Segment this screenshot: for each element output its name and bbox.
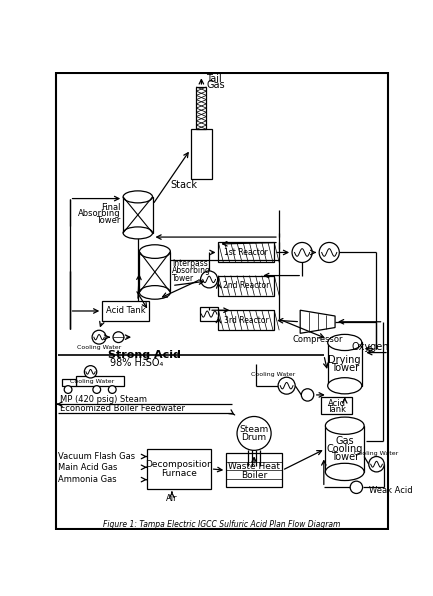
Text: Tower: Tower [331, 452, 359, 461]
Text: Waste Heat: Waste Heat [228, 462, 280, 471]
Circle shape [292, 243, 312, 262]
Text: Tail: Tail [206, 74, 222, 84]
Text: Acid: Acid [328, 399, 346, 408]
Bar [200, 307, 218, 321]
Bar [321, 397, 352, 414]
Text: Tower: Tower [172, 274, 194, 283]
Ellipse shape [328, 378, 362, 394]
Circle shape [84, 366, 97, 378]
Text: Drum: Drum [242, 433, 267, 442]
Bar [218, 243, 274, 262]
Text: 1st Reactor: 1st Reactor [224, 248, 268, 257]
Text: Final: Final [101, 203, 121, 212]
Bar [226, 454, 282, 488]
Circle shape [200, 271, 218, 288]
Polygon shape [300, 311, 335, 333]
Ellipse shape [328, 334, 362, 350]
Text: Gas: Gas [336, 436, 354, 446]
Text: Boiler: Boiler [241, 470, 267, 480]
Bar [139, 252, 170, 293]
Text: Steam: Steam [239, 425, 269, 434]
Text: 2nd Reactor: 2nd Reactor [223, 281, 269, 290]
Bar [325, 426, 364, 472]
Text: MP (420 psig) Steam: MP (420 psig) Steam [60, 395, 147, 404]
Circle shape [237, 417, 271, 451]
Ellipse shape [139, 285, 170, 299]
Ellipse shape [325, 417, 364, 434]
Text: Figure 1: Tampa Electric IGCC Sulfuric Acid Plan Flow Diagram: Figure 1: Tampa Electric IGCC Sulfuric A… [103, 520, 340, 529]
Text: Ammonia Gas: Ammonia Gas [58, 475, 116, 484]
Text: Air: Air [166, 493, 178, 502]
Bar [147, 449, 211, 489]
Text: Decomposition: Decomposition [145, 461, 213, 470]
Text: Cooling: Cooling [326, 444, 363, 454]
Ellipse shape [123, 191, 152, 203]
Circle shape [369, 457, 384, 472]
Text: Cooling Water: Cooling Water [77, 344, 121, 350]
Text: Compressor: Compressor [292, 335, 343, 344]
Bar [76, 375, 124, 386]
Bar [196, 87, 207, 129]
Text: Main Acid Gas: Main Acid Gas [58, 463, 117, 472]
Circle shape [108, 386, 116, 393]
Text: Furnace: Furnace [161, 469, 197, 478]
Circle shape [93, 386, 100, 393]
Circle shape [92, 330, 106, 344]
Bar [62, 378, 76, 386]
Text: Stack: Stack [171, 181, 198, 191]
Bar [123, 197, 152, 233]
Bar [218, 311, 274, 330]
Circle shape [278, 377, 295, 394]
Text: Cooling Water: Cooling Water [251, 372, 295, 377]
Text: Vacuum Flash Gas: Vacuum Flash Gas [58, 452, 135, 461]
Text: Cooling Water: Cooling Water [70, 378, 114, 384]
Text: Tank: Tank [327, 405, 346, 414]
Circle shape [319, 243, 339, 262]
Bar [218, 275, 274, 296]
Text: Oxygen: Oxygen [352, 342, 389, 352]
Text: Strong Acid: Strong Acid [108, 350, 181, 360]
Ellipse shape [325, 463, 364, 480]
Circle shape [350, 481, 362, 493]
Text: Drying: Drying [329, 355, 361, 365]
Text: Absorbing: Absorbing [78, 209, 121, 219]
Text: Weak Acid: Weak Acid [369, 486, 412, 495]
Bar [102, 301, 149, 321]
Text: Acid Tank: Acid Tank [106, 306, 145, 315]
Text: Tower: Tower [97, 216, 121, 225]
Ellipse shape [123, 227, 152, 239]
Bar [328, 343, 362, 386]
Circle shape [64, 386, 72, 393]
Text: Economized Boiler Feedwater: Economized Boiler Feedwater [60, 404, 185, 413]
Bar [191, 129, 212, 179]
Circle shape [113, 332, 124, 343]
Text: Absorbing: Absorbing [172, 266, 211, 275]
Text: Cooling Water: Cooling Water [354, 451, 399, 456]
Text: Tower: Tower [331, 363, 359, 373]
Text: Interpass: Interpass [172, 259, 208, 268]
Text: 98% H₂SO₄: 98% H₂SO₄ [110, 358, 163, 368]
Text: 3rd Reactor: 3rd Reactor [224, 316, 269, 325]
Text: Gas: Gas [206, 80, 225, 91]
Circle shape [301, 389, 314, 401]
Ellipse shape [139, 245, 170, 259]
